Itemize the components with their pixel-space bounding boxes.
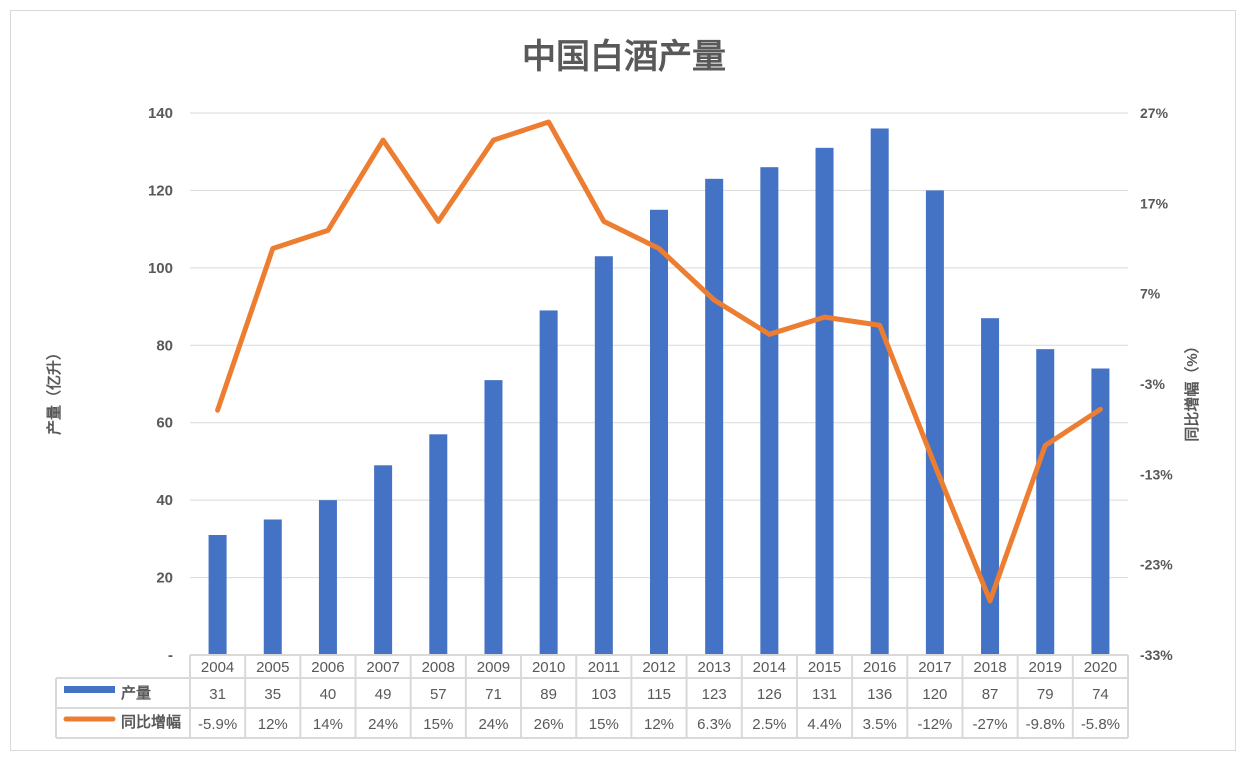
table-value-production: 89: [540, 686, 557, 703]
table-value-production: 35: [264, 686, 281, 703]
legend-growth-label: 同比增幅: [121, 713, 181, 731]
table-value-growth: 15%: [423, 716, 453, 733]
table-value-growth: 24%: [368, 716, 398, 733]
table-year: 2010: [532, 659, 565, 676]
bar-2011: [594, 256, 613, 655]
table-year: 2004: [201, 659, 234, 676]
bar-2019: [1036, 349, 1055, 655]
y2-tick-label: 7%: [1140, 286, 1161, 302]
y2-tick-label: -23%: [1140, 557, 1173, 573]
table-value-production: 126: [757, 686, 782, 703]
table-value-production: 115: [647, 686, 671, 703]
y-tick-label: 140: [148, 105, 173, 122]
table-year: 2014: [753, 659, 786, 676]
bar-2016: [870, 128, 889, 655]
legend-bar-swatch: [64, 686, 115, 693]
table-value-production: 71: [485, 686, 502, 703]
table-value-growth: -27%: [973, 716, 1008, 733]
bar-2006: [318, 500, 337, 655]
table-value-growth: 14%: [313, 716, 343, 733]
table-value-growth: 15%: [589, 716, 619, 733]
y-tick-label: 100: [148, 260, 173, 277]
y-axis-title: 产量（亿升）: [45, 345, 63, 435]
legend-production-label: 产量: [121, 684, 151, 702]
table-year: 2007: [366, 659, 399, 676]
bar-2015: [815, 147, 834, 656]
bar-2013: [705, 178, 724, 656]
bar-2018: [981, 318, 1000, 655]
table-year: 2013: [697, 659, 730, 676]
table-year: 2008: [422, 659, 455, 676]
table-value-production: 103: [591, 686, 616, 703]
bar-2008: [429, 434, 448, 655]
y2-tick-label: -3%: [1140, 376, 1165, 392]
bar-2014: [760, 167, 779, 655]
table-value-growth: 12%: [258, 716, 288, 733]
bar-2005: [263, 519, 282, 655]
table-value-growth: -9.8%: [1026, 716, 1065, 733]
table-value-growth: 24%: [478, 716, 508, 733]
bar-2009: [484, 380, 503, 655]
table-value-production: 74: [1092, 686, 1109, 703]
y-tick-label: 20: [156, 570, 173, 587]
table-value-production: 131: [812, 686, 837, 703]
table-value-growth: 26%: [534, 716, 564, 733]
table-value-growth: 4.4%: [807, 716, 841, 733]
table-year: 2009: [477, 659, 510, 676]
table-value-growth: 6.3%: [697, 716, 731, 733]
y2-axis-title: 同比增幅（%）: [1183, 338, 1201, 441]
table-value-production: 49: [375, 686, 392, 703]
table-year: 2012: [642, 659, 675, 676]
y-tick-label: 120: [148, 182, 173, 199]
table-year: 2018: [973, 659, 1006, 676]
table-value-production: 87: [982, 686, 999, 703]
y2-tick-label: 27%: [1140, 105, 1169, 121]
table-year: 2015: [808, 659, 841, 676]
table-value-production: 79: [1037, 686, 1054, 703]
table-value-growth: 3.5%: [863, 716, 897, 733]
y-tick-label: 80: [156, 337, 173, 354]
table-value-production: 123: [702, 686, 727, 703]
y2-tick-label: -33%: [1140, 647, 1173, 663]
table-value-production: 136: [867, 686, 892, 703]
bar-2004: [208, 534, 227, 655]
table-year: 2020: [1084, 659, 1117, 676]
table-value-production: 57: [430, 686, 447, 703]
bar-2012: [650, 209, 668, 656]
table-value-growth: -5.9%: [198, 716, 237, 733]
bar-2007: [374, 465, 393, 655]
table-year: 2006: [311, 659, 344, 676]
bar-2020: [1091, 368, 1110, 655]
chart-frame: [10, 10, 1236, 751]
bar-2010: [539, 310, 558, 655]
table-value-growth: -12%: [917, 716, 952, 733]
table-value-production: 31: [209, 686, 226, 703]
table-year: 2017: [918, 659, 951, 676]
y2-tick-label: 17%: [1140, 195, 1169, 211]
table-value-growth: 12%: [644, 716, 674, 733]
y-tick-label: 60: [156, 415, 173, 432]
table-value-production: 40: [320, 686, 337, 703]
y-tick-label: 40: [156, 492, 173, 509]
table-year: 2019: [1029, 659, 1062, 676]
table-year: 2011: [588, 659, 620, 676]
table-year: 2016: [863, 659, 896, 676]
table-value-production: 120: [922, 686, 947, 703]
y-tick-label: -: [168, 647, 173, 664]
table-year: 2005: [256, 659, 289, 676]
chart-title: 中国白酒产量: [522, 38, 726, 76]
bar-2017: [925, 190, 944, 655]
table-value-growth: -5.8%: [1081, 716, 1120, 733]
table-value-growth: 2.5%: [752, 716, 786, 733]
y2-tick-label: -13%: [1140, 466, 1173, 482]
